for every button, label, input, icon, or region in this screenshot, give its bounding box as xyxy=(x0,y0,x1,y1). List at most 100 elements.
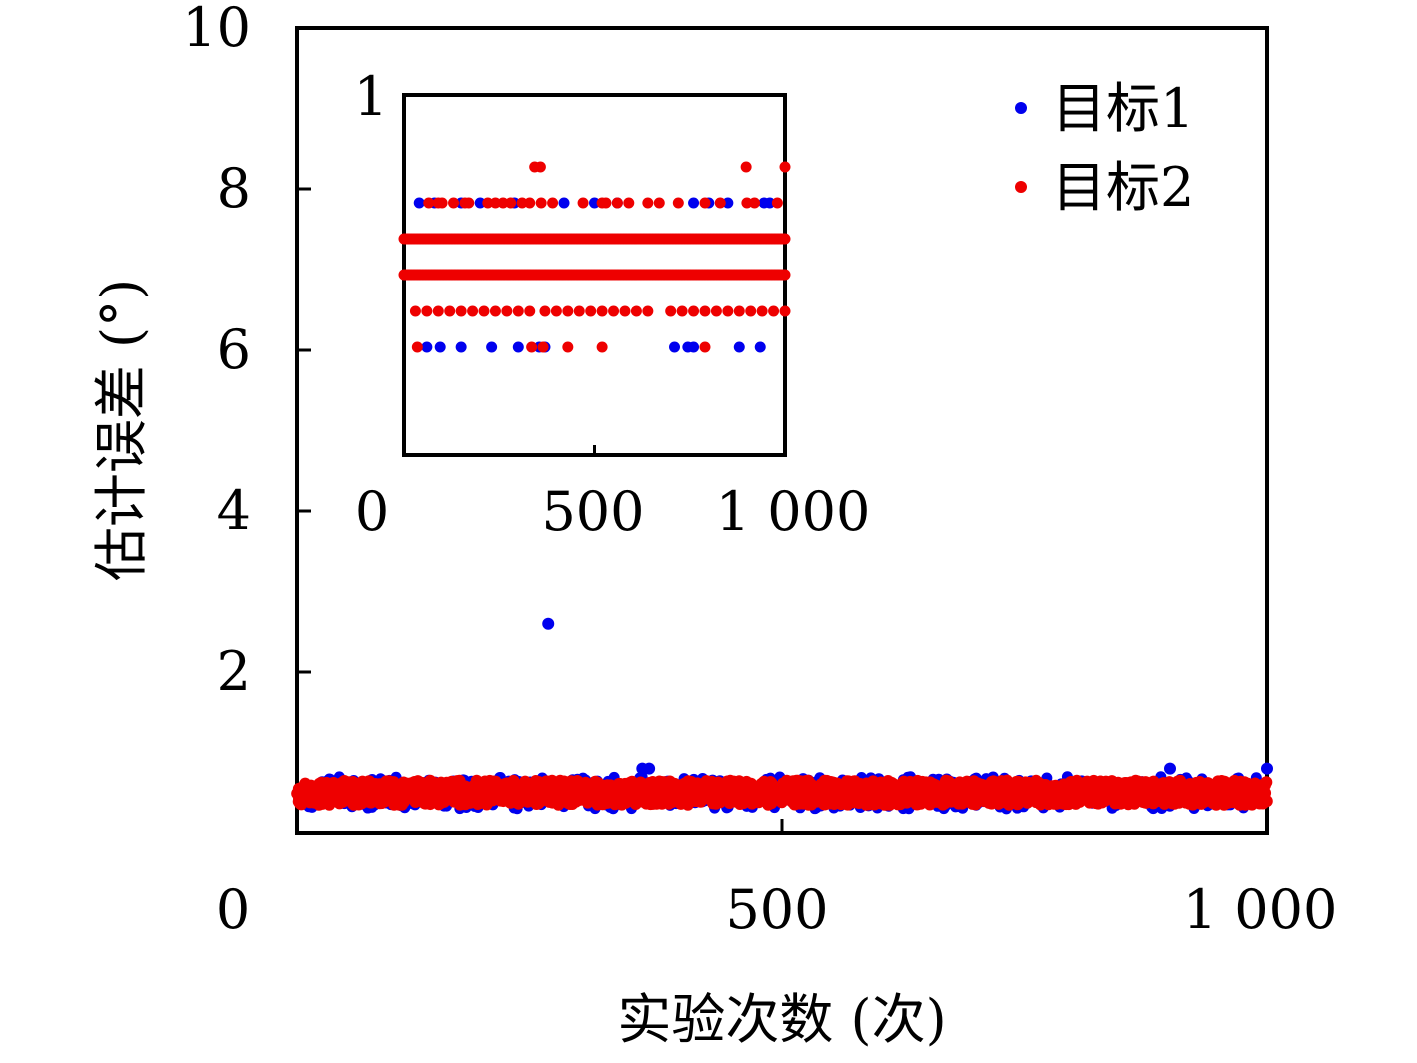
x-tick-label: 0 xyxy=(216,878,250,941)
data-point-target2 xyxy=(434,797,447,810)
inset-y-tick-label: 1 xyxy=(354,65,388,128)
data-point-target2 xyxy=(964,781,977,794)
data-point-target2 xyxy=(638,789,651,802)
data-point-target2 xyxy=(596,798,609,811)
data-point-target2 xyxy=(1237,794,1250,807)
inset-data-point-target1 xyxy=(733,341,745,353)
inset-data-point-target1 xyxy=(589,197,600,209)
data-point-target2 xyxy=(530,779,543,792)
inset-data-point-target1 xyxy=(413,197,425,209)
data-point-target2 xyxy=(438,781,451,794)
inset-data-point-target2 xyxy=(779,305,791,317)
x-tick-label: 500 xyxy=(725,878,828,941)
inset-tick-labels: 1 0 500 1 000 xyxy=(354,65,871,543)
inset-data-point-target2 xyxy=(630,305,642,317)
inset-data-point-target2 xyxy=(600,197,612,209)
inset-data-point-target2 xyxy=(436,197,448,209)
inset-data-point-target1 xyxy=(474,197,486,209)
data-point-target2 xyxy=(364,796,377,809)
x-axis-title: 实验次数 (次) xyxy=(617,988,946,1051)
inset-data-point-target2 xyxy=(501,305,513,317)
inset-data-point-target2 xyxy=(467,305,479,317)
data-point-target2 xyxy=(785,782,798,795)
data-point-target2 xyxy=(450,781,463,794)
y-tick-label: 8 xyxy=(217,157,251,220)
inset-data-point-target2 xyxy=(608,305,620,317)
data-point-target2 xyxy=(508,781,521,794)
data-point-target2 xyxy=(973,794,986,807)
data-point-target2 xyxy=(1259,786,1272,799)
data-point-target2 xyxy=(844,785,857,798)
data-point-target2 xyxy=(936,798,949,811)
inset-data-point-target2 xyxy=(665,305,677,317)
inset-data-points xyxy=(398,161,791,353)
inset-data-point-target2 xyxy=(771,197,783,209)
data-point-target2 xyxy=(484,786,497,799)
data-point-target2 xyxy=(614,777,627,790)
inset-data-point-target1 xyxy=(722,197,734,209)
inset-data-point-target2 xyxy=(714,197,726,209)
inset-data-point-target2 xyxy=(642,197,654,209)
data-point-target2 xyxy=(1140,791,1153,804)
inset-data-point-target1 xyxy=(486,341,498,353)
data-point-target2 xyxy=(1234,775,1247,788)
data-point-target2 xyxy=(872,778,885,791)
inset-data-point-target2 xyxy=(596,341,608,353)
y-tick-label: 10 xyxy=(182,0,251,59)
data-point-target2 xyxy=(1164,780,1177,793)
data-point-target2 xyxy=(392,778,405,791)
inset-data-point-target2 xyxy=(444,305,456,317)
inset-data-point-target2 xyxy=(421,305,433,317)
data-point-target2 xyxy=(681,798,694,811)
data-point-target2 xyxy=(818,791,831,804)
data-point-target2 xyxy=(789,795,802,808)
inset-data-point-target2 xyxy=(733,305,745,317)
data-point-target2 xyxy=(565,775,578,788)
inset-data-point-target1 xyxy=(754,341,766,353)
inset-data-point-target2 xyxy=(409,305,421,317)
data-point-target2 xyxy=(1081,775,1094,788)
data-point-target2 xyxy=(1021,779,1034,792)
data-point-target1-outlier xyxy=(542,617,555,630)
inset-data-point-target2 xyxy=(411,341,423,353)
inset-data-point-target1 xyxy=(558,197,570,209)
data-point-target2 xyxy=(512,792,525,805)
inset-data-point-target2 xyxy=(423,197,435,209)
data-point-target2 xyxy=(860,779,873,792)
inset-x-tick-label: 0 xyxy=(355,480,389,543)
inset-data-point-target2 xyxy=(455,305,467,317)
data-point-target2 xyxy=(884,787,897,800)
data-point-target2 xyxy=(972,781,985,794)
data-point-target2 xyxy=(1195,790,1208,803)
inset-data-point-target1 xyxy=(434,341,446,353)
data-point-target2 xyxy=(712,776,725,789)
inset-data-point-target2 xyxy=(512,305,524,317)
legend: 目标1 目标2 xyxy=(1015,77,1194,219)
inset-data-point-target2 xyxy=(539,305,551,317)
data-point-target2 xyxy=(985,789,998,802)
data-point-target2 xyxy=(473,777,486,790)
inset-data-point-target2 xyxy=(432,305,444,317)
data-point-target2 xyxy=(319,791,332,804)
data-point-target2 xyxy=(565,796,578,809)
inset-data-point-target2 xyxy=(749,197,761,209)
inset-data-point-target2 xyxy=(524,305,536,317)
legend-marker-target1 xyxy=(1015,102,1027,114)
inset-data-point-target2 xyxy=(516,197,528,209)
legend-label-target2: 目标2 xyxy=(1052,156,1194,219)
data-point-target2 xyxy=(330,779,343,792)
data-point-target2 xyxy=(1042,798,1055,811)
inset-data-point-target2 xyxy=(585,305,597,317)
inset-data-point-target2 xyxy=(740,161,752,173)
inset-data-point-target2 xyxy=(623,197,635,209)
data-point-target2 xyxy=(397,787,410,800)
inset-data-point-target2 xyxy=(535,197,547,209)
inset-data-point-target2 xyxy=(699,197,711,209)
data-point-target2 xyxy=(606,795,619,808)
inset-data-point-target1 xyxy=(764,197,776,209)
data-point-target2 xyxy=(818,774,831,787)
data-point-target1-outlier xyxy=(1261,762,1273,775)
data-point-target2 xyxy=(453,798,466,811)
